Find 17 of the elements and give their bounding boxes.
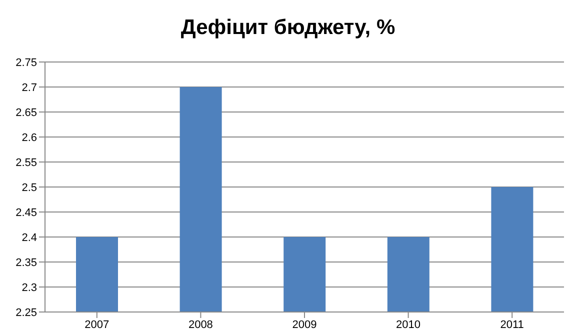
x-tick-label: 2008 [188, 318, 213, 331]
x-tick-label: 2011 [500, 318, 524, 331]
y-tick-label: 2.65 [16, 106, 37, 119]
y-tick-label: 2.3 [22, 282, 37, 294]
y-tick-label: 2.25 [16, 306, 37, 319]
y-tick-label: 2.55 [16, 156, 37, 169]
y-tick-label: 2.6 [22, 132, 37, 144]
x-tick-label: 2009 [292, 318, 317, 331]
y-tick-label: 2.4 [22, 232, 37, 244]
x-tick-label: 2010 [396, 318, 421, 331]
y-tick-label: 2.75 [16, 56, 37, 69]
x-tick-label: 2007 [84, 318, 110, 331]
chart-title: Дефіцит бюджету, % [180, 16, 396, 40]
y-tick-label: 2.45 [16, 206, 37, 219]
y-tick-label: 2.7 [22, 82, 37, 94]
y-tick-label: 2.35 [16, 256, 37, 269]
y-tick-label: 2.5 [22, 182, 37, 194]
